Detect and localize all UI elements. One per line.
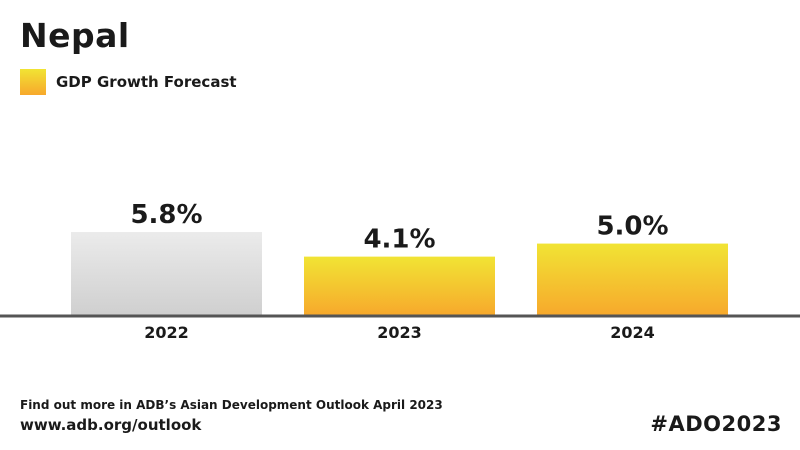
data-label-2023: 4.1% [363,225,435,255]
data-label-2022: 5.8% [130,200,202,230]
bar-2022 [71,232,262,316]
hashtag: #ADO2023 [650,412,782,436]
chart-title: Nepal [20,16,130,55]
data-label-2024: 5.0% [596,212,668,242]
bar-2024 [537,243,728,316]
footer-url[interactable]: www.adb.org/outlook [20,416,202,434]
legend-label: GDP Growth Forecast [56,73,237,91]
x-tick-label-2024: 2024 [610,323,655,342]
legend-swatch [20,69,46,95]
bar-2023 [304,256,495,316]
legend: GDP Growth Forecast [20,69,237,95]
x-tick-label-2023: 2023 [377,323,422,342]
x-tick-label-2022: 2022 [144,323,189,342]
footer-note: Find out more in ADB’s Asian Development… [20,398,443,412]
